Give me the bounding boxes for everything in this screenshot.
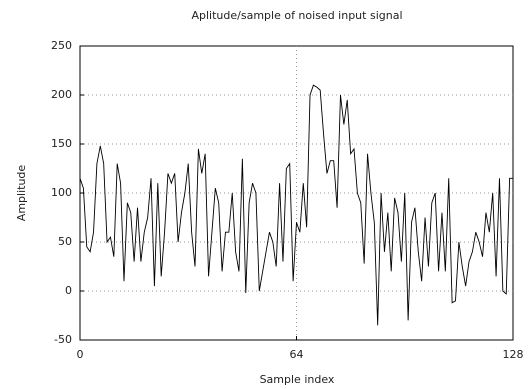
signal-line [79, 84, 513, 326]
y-tick-label: 150 [51, 137, 72, 150]
y-axis-label: Amplitude [15, 165, 28, 222]
y-tick-label: 250 [51, 39, 72, 52]
x-tick-label: 128 [503, 348, 524, 361]
y-tick-label: 50 [58, 235, 72, 248]
y-tick-label: 200 [51, 88, 72, 101]
x-axis-label: Sample index [260, 373, 335, 386]
x-tick-label: 0 [77, 348, 84, 361]
y-tick-label: 0 [65, 284, 72, 297]
y-tick-label: -50 [54, 333, 72, 346]
x-tick-label: 64 [290, 348, 304, 361]
y-tick-label: 100 [51, 186, 72, 199]
chart-title: Aplitude/sample of noised input signal [191, 9, 402, 22]
